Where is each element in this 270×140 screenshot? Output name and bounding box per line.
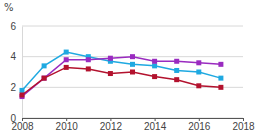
x-tick-label: 2018 bbox=[232, 121, 255, 132]
series-marker bbox=[196, 60, 201, 65]
series-marker bbox=[174, 68, 179, 73]
plot-area bbox=[20, 50, 224, 99]
y-tick: 4 bbox=[10, 51, 22, 62]
series-marker bbox=[130, 70, 135, 75]
x-tick: 2008 bbox=[11, 118, 34, 132]
series-marker bbox=[86, 66, 91, 71]
y-axis-title: % bbox=[4, 2, 14, 13]
series-marker bbox=[218, 76, 223, 81]
series-line bbox=[22, 57, 221, 97]
series-marker bbox=[86, 57, 91, 62]
x-tick: 2014 bbox=[144, 118, 167, 132]
series-marker bbox=[20, 93, 25, 98]
series-marker bbox=[152, 74, 157, 79]
x-axis: 2008 2010 2012 2014 2016 2018 bbox=[11, 118, 255, 132]
series-marker bbox=[196, 70, 201, 75]
x-tick-label: 2016 bbox=[188, 121, 211, 132]
x-axis-line bbox=[23, 118, 244, 119]
series-marker bbox=[196, 83, 201, 88]
x-tick: 2010 bbox=[56, 118, 79, 132]
grid bbox=[22, 26, 243, 118]
series-marker bbox=[130, 62, 135, 67]
y-tick-label: 2 bbox=[10, 82, 16, 93]
series-line bbox=[22, 67, 221, 95]
series-marker bbox=[42, 76, 47, 81]
x-tick: 2012 bbox=[100, 118, 123, 132]
series-marker bbox=[174, 59, 179, 64]
series-marker bbox=[152, 63, 157, 68]
series-marker bbox=[218, 85, 223, 90]
series-marker bbox=[108, 71, 113, 76]
series-marker bbox=[64, 57, 69, 62]
x-tick-label: 2008 bbox=[11, 121, 34, 132]
grid-line bbox=[22, 26, 243, 27]
x-tick-label: 2012 bbox=[100, 121, 123, 132]
series-marker bbox=[42, 63, 47, 68]
x-tick: 2018 bbox=[232, 118, 255, 132]
chart: 0246200820102012201420162018% bbox=[0, 0, 270, 140]
y-tick: 6 bbox=[10, 21, 22, 32]
series-marker bbox=[218, 62, 223, 67]
series-marker bbox=[64, 50, 69, 55]
x-tick: 2016 bbox=[188, 118, 211, 132]
series-marker bbox=[152, 59, 157, 64]
x-tick-label: 2014 bbox=[144, 121, 167, 132]
grid-line bbox=[22, 118, 243, 119]
series-marker bbox=[20, 88, 25, 93]
series-marker bbox=[108, 56, 113, 61]
y-axis-line bbox=[22, 27, 23, 119]
series-marker bbox=[42, 76, 47, 81]
series-marker bbox=[174, 77, 179, 82]
y-tick-label: 6 bbox=[10, 21, 16, 32]
series-marker bbox=[64, 65, 69, 70]
y-axis: 0246 bbox=[10, 21, 22, 124]
y-tick-label: 4 bbox=[10, 51, 16, 62]
x-tick-label: 2010 bbox=[56, 121, 79, 132]
series-marker bbox=[130, 54, 135, 59]
